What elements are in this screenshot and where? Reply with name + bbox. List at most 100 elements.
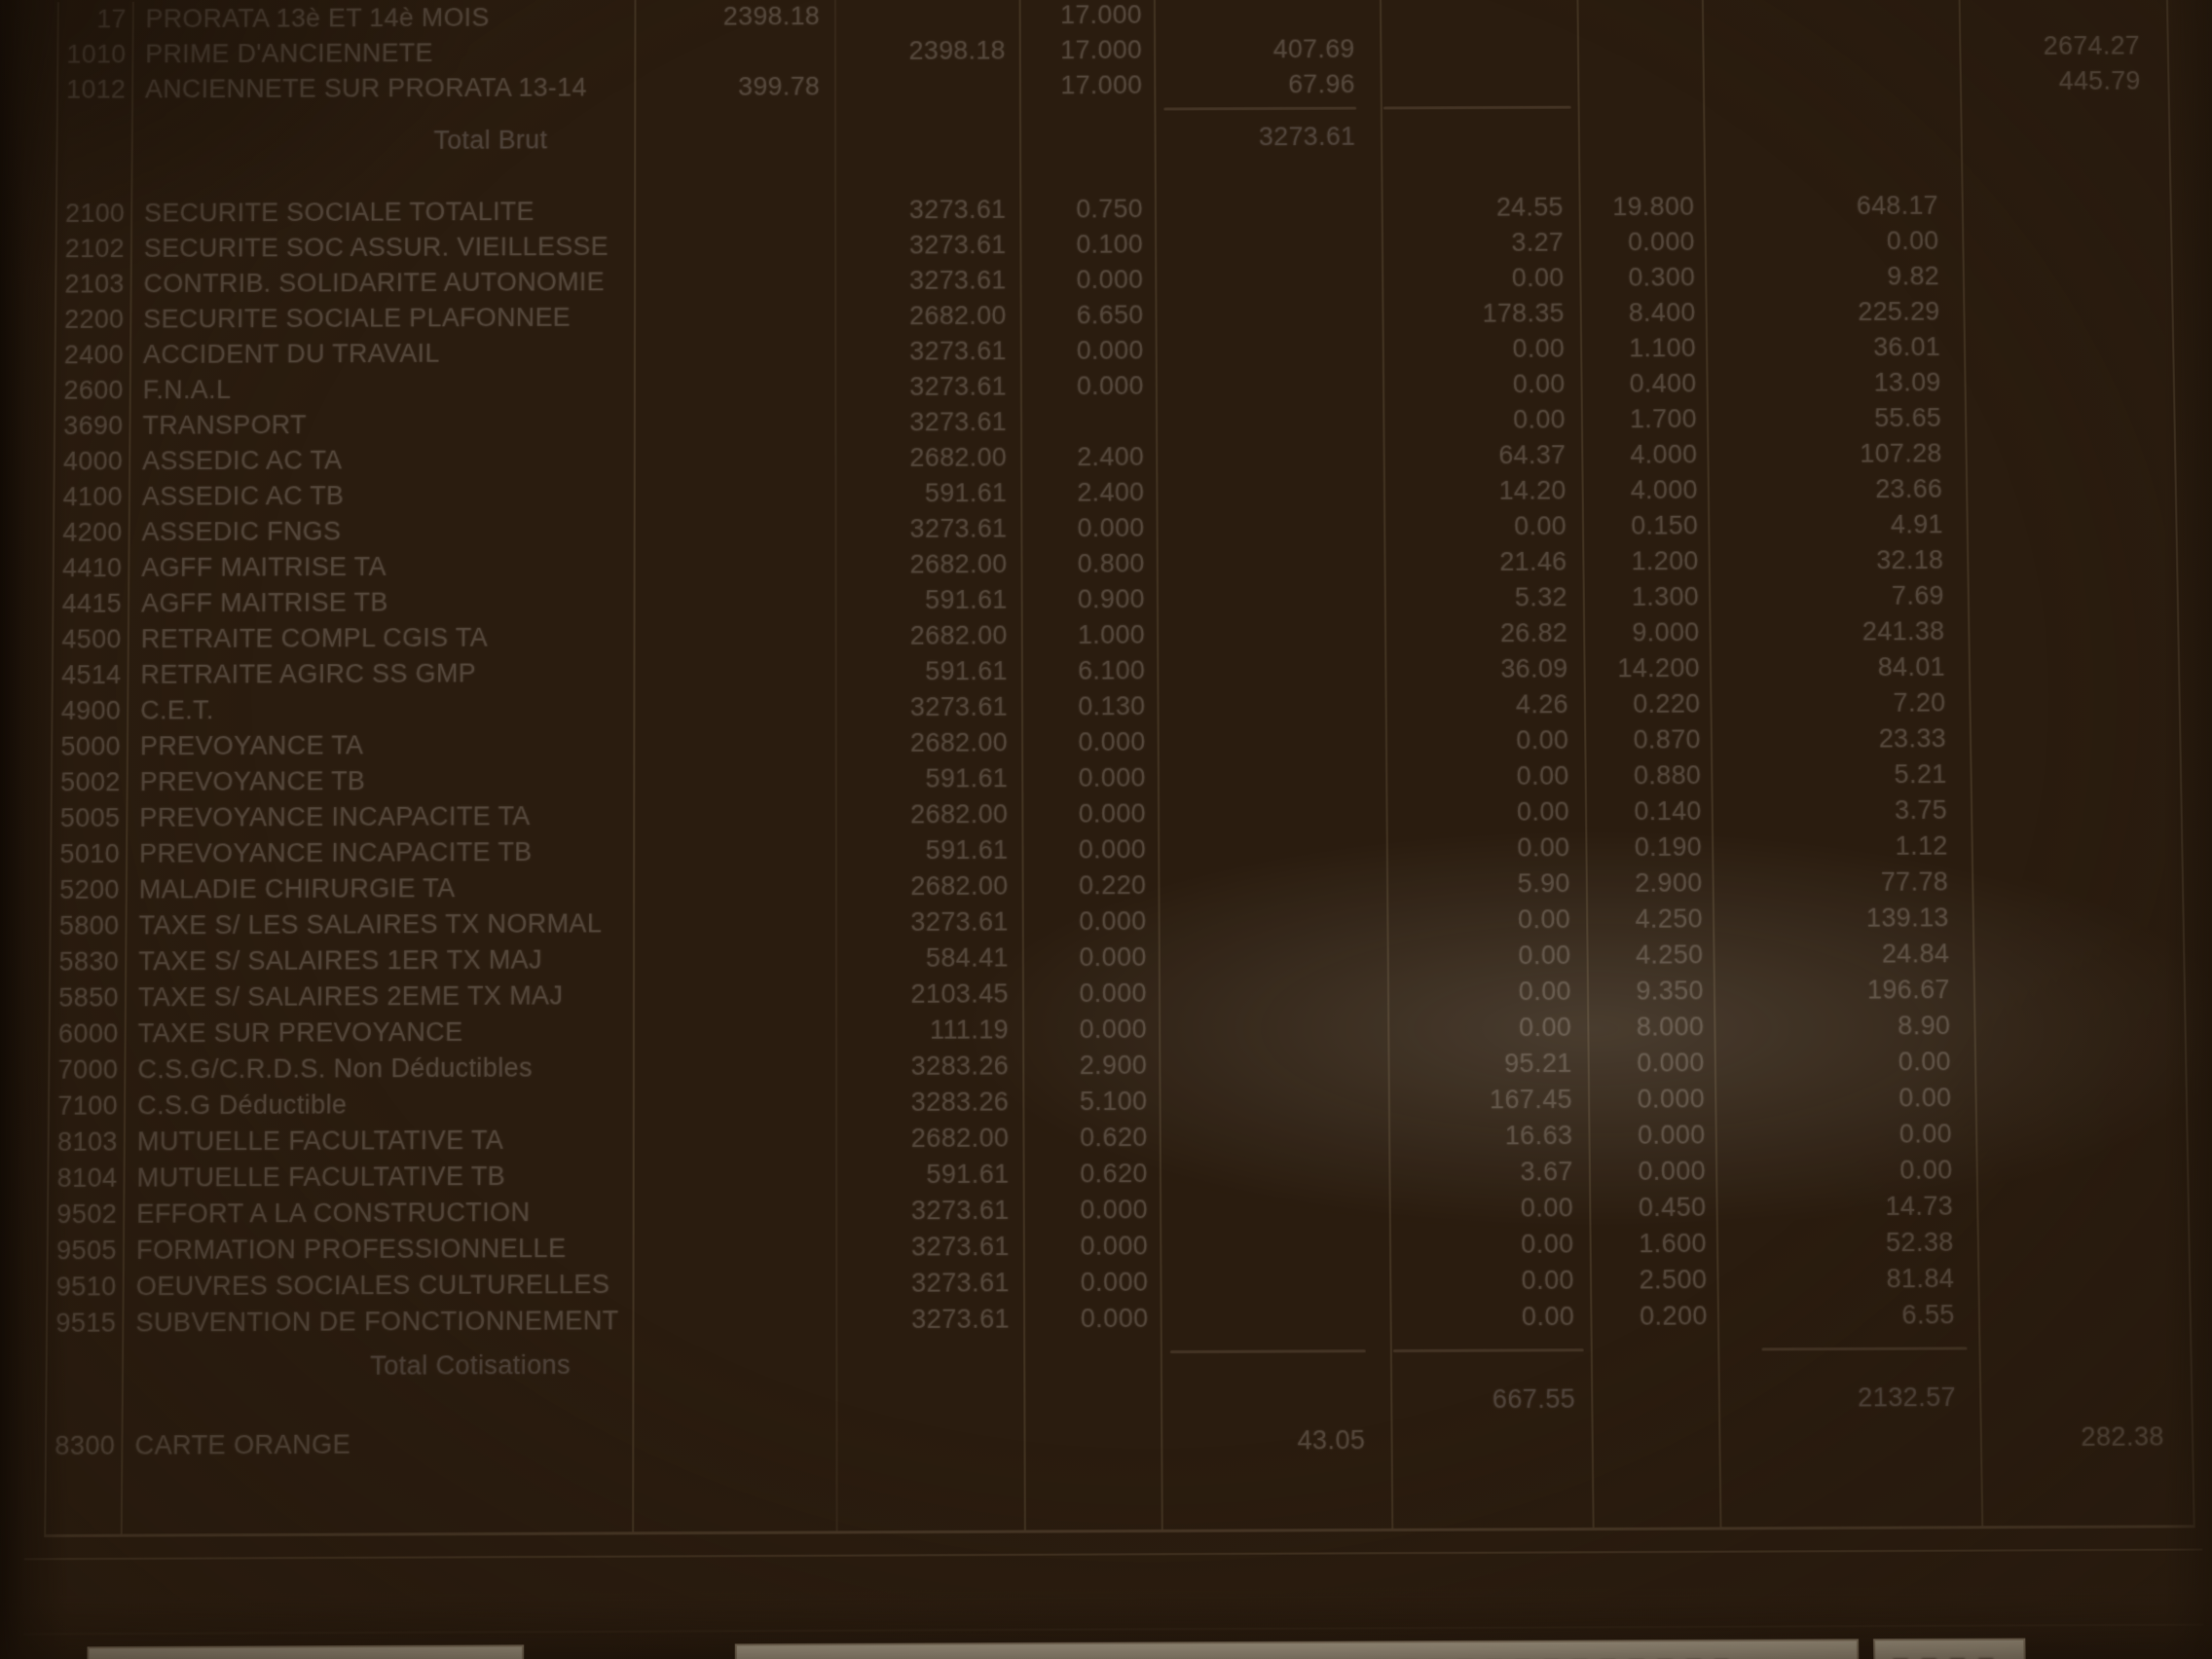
cell-gain <box>1157 527 1384 528</box>
cell-rate_er: 0.300 <box>1628 262 1696 292</box>
cell-rate_er: 0.870 <box>1633 724 1702 755</box>
cell-cumul <box>1972 953 2185 954</box>
cell-rate_er: 2.900 <box>1635 867 1703 898</box>
cell-label: MUTUELLE FACULTATIVE TA <box>136 1124 504 1157</box>
cell-amount_emp: 0.00 <box>1513 404 1567 434</box>
cell-label: ASSEDIC AC TB <box>141 481 345 511</box>
cell-cumul <box>1971 773 2182 774</box>
cell-base_a <box>633 923 835 924</box>
cell-amount_emp: 14.20 <box>1498 475 1567 505</box>
cell-amount_er <box>1702 12 1959 13</box>
cell-gain <box>1159 956 1387 957</box>
cell-rate: 0.000 <box>1079 1014 1148 1045</box>
cell-rate: 0.000 <box>1080 1231 1149 1261</box>
cell-amount_er: 4.91 <box>1890 509 1944 539</box>
cell-label: SECURITE SOC ASSUR. VIEILLESSE <box>143 232 609 263</box>
cell-gain <box>1157 634 1384 635</box>
cell-amount_er: 1.12 <box>1895 830 1948 861</box>
cell-base: 3273.61 <box>911 1231 1010 1262</box>
cell-base_a <box>634 494 835 495</box>
cell-base_a <box>634 387 834 388</box>
cell-amount_er: 32.18 <box>1875 545 1944 575</box>
cell-rate_er: 0.000 <box>1637 1084 1706 1114</box>
cell-label: PREVOYANCE INCAPACITE TB <box>138 837 533 868</box>
cell-label: MUTUELLE FACULTATIVE TB <box>136 1161 506 1193</box>
cell-amount_er: 6.55 <box>1901 1300 1956 1330</box>
cell-code: 4415 <box>61 588 123 618</box>
cell-gain: 43.05 <box>1297 1424 1366 1456</box>
cell-amount_er: 55.65 <box>1873 403 1942 433</box>
payslip-table: 17 PRORATA 13è ET 14è MOIS 2398.18 17.000 10… <box>44 0 2195 1538</box>
cell-amount_er: 36.01 <box>1872 332 1941 362</box>
cell-base: 2398.18 <box>908 35 1006 65</box>
cell-cumul <box>1973 989 2186 990</box>
cell-amount_emp: 5.90 <box>1517 868 1570 899</box>
cell-amount_er: 0.00 <box>1898 1047 1952 1077</box>
total-underline <box>1392 1348 1584 1353</box>
cell-base_a <box>634 281 834 282</box>
cell-rate_er: 8.400 <box>1628 298 1696 327</box>
contributions-rows: 2100 SECURITE SOCIALE TOTALITE 3273.61 0.75… <box>46 187 2192 1342</box>
cell-label: SECURITE SOCIALE PLAFONNEE <box>143 303 571 334</box>
cell-base_a <box>634 459 835 460</box>
cell-gain <box>1155 243 1382 244</box>
cell-rate_er: 0.200 <box>1639 1301 1709 1331</box>
cell-label: C.S.G/C.R.D.S. Non Déductibles <box>137 1052 533 1085</box>
cell-amount_emp: 0.00 <box>1521 1265 1575 1296</box>
cell-rate_er: 8.000 <box>1636 1012 1705 1042</box>
cell-gain <box>1159 920 1387 921</box>
cell-code: 8300 <box>55 1430 116 1461</box>
cell-amount_emp: 36.09 <box>1500 653 1568 683</box>
cell-rate: 0.000 <box>1078 834 1147 865</box>
cell-gain <box>1157 563 1384 564</box>
cell-base_a <box>632 1443 835 1444</box>
cell-amount_er: 7.20 <box>1893 687 1946 718</box>
cell-rate_er: 1.200 <box>1631 546 1699 576</box>
cell-cumul <box>1962 204 2172 205</box>
cell-label: CONTRIB. SOLIDARITE AUTONOMIE <box>143 267 606 299</box>
cell-cumul <box>1965 382 2175 383</box>
cell-amount_er: 13.09 <box>1873 367 1941 397</box>
cell-amount_emp: 3.67 <box>1520 1157 1573 1187</box>
cell-code: 7000 <box>57 1054 119 1085</box>
cell-base_a <box>633 1067 835 1068</box>
cell-amount_emp: 167.45 <box>1489 1084 1573 1115</box>
bottom-box <box>87 1644 525 1659</box>
cell-amount_emp: 0.00 <box>1519 1012 1572 1043</box>
cell-code: 4100 <box>62 482 124 512</box>
cell-base: 3273.61 <box>909 230 1007 260</box>
cell-amount_emp: 178.35 <box>1482 298 1566 328</box>
cell-amount_emp: 4.26 <box>1515 689 1569 719</box>
cell-gain <box>1160 1281 1389 1282</box>
cell-base: 111.19 <box>930 1014 1010 1045</box>
cell-rate_er: 2.500 <box>1639 1265 1708 1295</box>
cell-amount_emp: 3.27 <box>1511 228 1565 257</box>
cell-gain <box>1158 741 1385 742</box>
cell-rate: 17.000 <box>1060 35 1143 65</box>
cell-base: 2682.00 <box>910 1123 1010 1154</box>
cell-amount_emp: 5.32 <box>1514 582 1568 612</box>
cell-rate <box>1020 422 1156 423</box>
cell-gain <box>1159 992 1387 993</box>
cell-base_a <box>634 316 834 317</box>
total-cotisations-employer: 2132.57 <box>1857 1382 1957 1413</box>
cell-base_a <box>634 351 834 352</box>
cell-base: 3273.61 <box>909 407 1008 437</box>
cell-rate_er: 0.400 <box>1629 368 1697 398</box>
cell-amount_emp: 26.82 <box>1499 618 1568 648</box>
cell-gain <box>1156 492 1383 493</box>
cell-base_a <box>634 637 835 638</box>
cell-amount_emp: 0.00 <box>1521 1301 1575 1332</box>
cell-amount_er: 9.82 <box>1887 261 1940 291</box>
cell-code: 3690 <box>63 411 124 441</box>
earnings-rows: 17 PRORATA 13è ET 14è MOIS 2398.18 17.000 10… <box>56 0 2170 108</box>
cell-rate_er <box>1577 83 1703 84</box>
cell-base_a: 2398.18 <box>722 1 821 31</box>
cell-gain <box>1157 670 1384 671</box>
cell-code: 1010 <box>66 39 127 69</box>
cell-rate: 0.000 <box>1078 798 1147 829</box>
cell-label: TAXE S/ SALAIRES 2EME TX MAJ <box>137 980 564 1013</box>
total-underline <box>1761 1346 1968 1351</box>
cell-rate_er <box>1592 1439 1719 1440</box>
